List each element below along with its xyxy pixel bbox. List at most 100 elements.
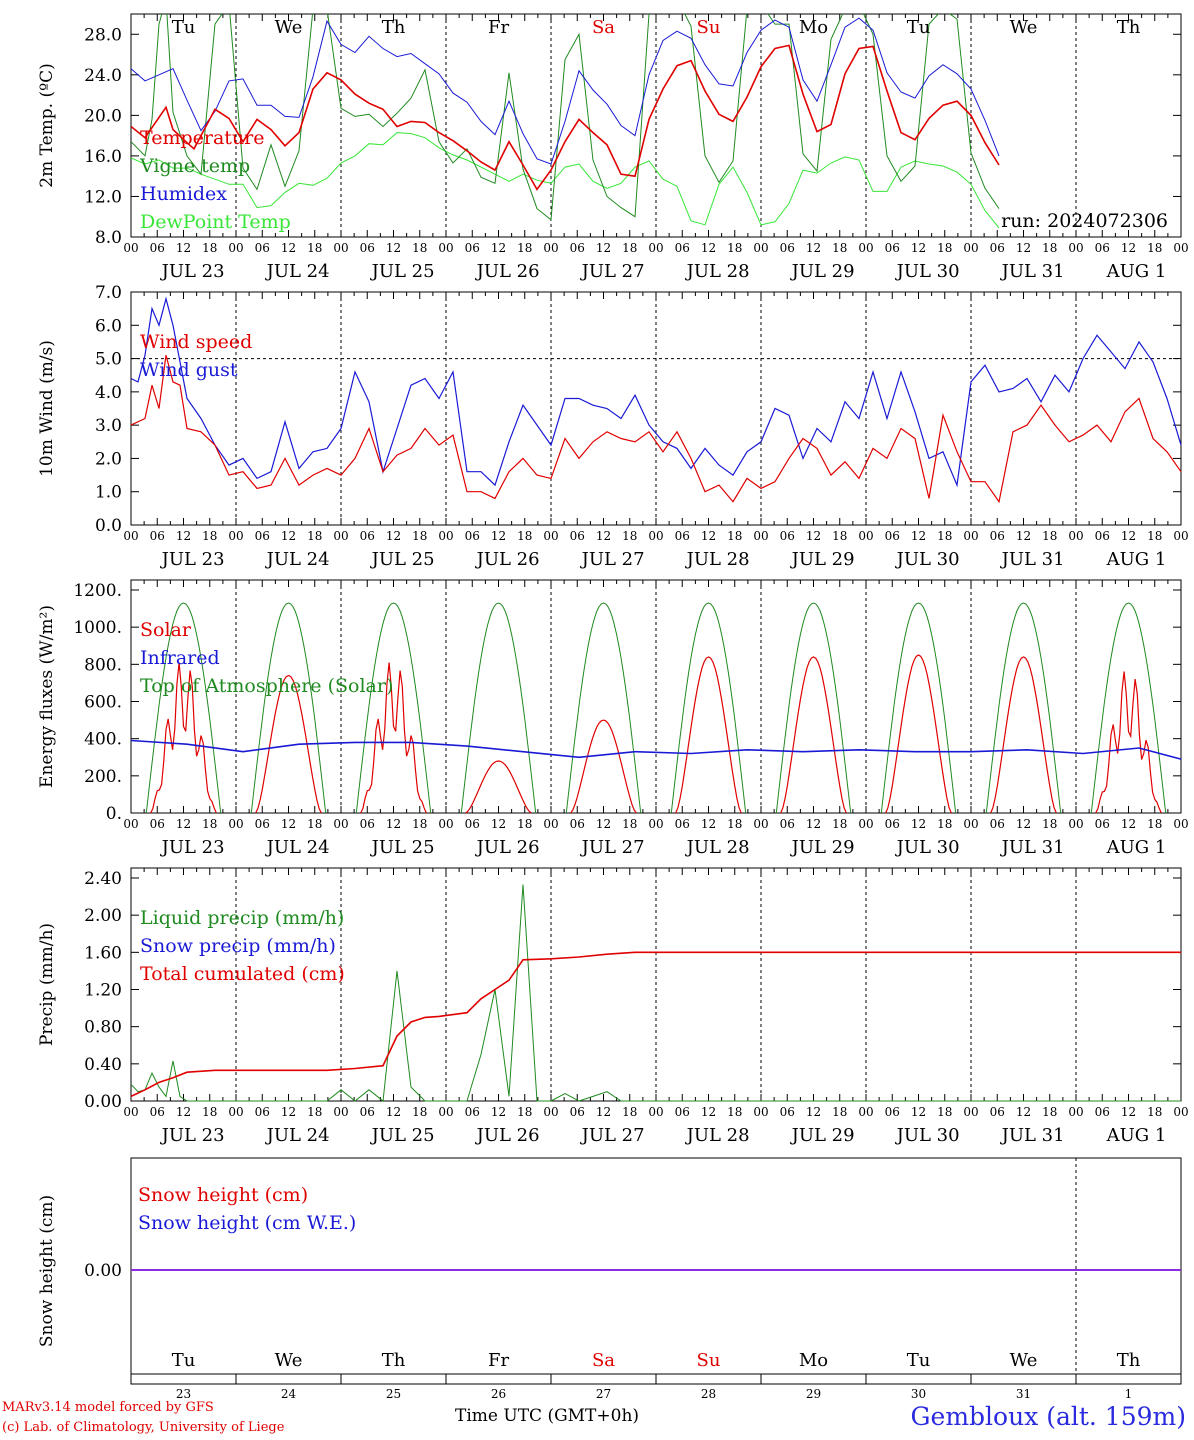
- day-number-label: 28: [701, 1387, 716, 1400]
- hour-label: 06: [255, 529, 270, 543]
- date-label: JUL 26: [475, 549, 540, 570]
- hour-label: 00: [438, 1105, 453, 1119]
- legend-total-cumulated: Total cumulated (cm): [140, 963, 345, 985]
- date-label: JUL 23: [160, 1125, 225, 1146]
- y-tick-label: 400.: [84, 730, 122, 750]
- date-label: JUL 25: [370, 261, 435, 282]
- toa-solar-curve: [460, 602, 537, 814]
- hour-label: 18: [1042, 241, 1057, 255]
- y-tick-label: 1200.: [73, 581, 122, 601]
- legend-snow-height: Snow height (cm): [138, 1184, 308, 1206]
- hour-label: 12: [1121, 1105, 1136, 1119]
- hour-label: 18: [727, 529, 742, 543]
- y-tick-label: 28.0: [84, 25, 122, 45]
- weekday-label: Fr: [488, 17, 509, 38]
- hour-label: 06: [465, 817, 480, 831]
- hour-label: 06: [675, 1105, 690, 1119]
- hour-label: 00: [1173, 241, 1188, 255]
- hour-label: 06: [885, 241, 900, 255]
- hour-label: 00: [123, 1105, 138, 1119]
- hour-label: 00: [228, 817, 243, 831]
- hour-label: 06: [780, 817, 795, 831]
- legend-liquid-precip: Liquid precip (mm/h): [140, 907, 344, 929]
- hour-label: 18: [937, 529, 952, 543]
- hour-label: 00: [648, 529, 663, 543]
- hour-label: 18: [202, 1105, 217, 1119]
- weekday-label: We: [1010, 1350, 1038, 1371]
- toa-solar-curve: [775, 602, 852, 814]
- date-label: JUL 24: [265, 261, 330, 282]
- day-number-label: 24: [281, 1387, 297, 1400]
- hour-label: 00: [123, 817, 138, 831]
- temp-series-line: [131, 14, 1000, 221]
- date-label: JUL 28: [685, 837, 750, 858]
- hour-label: 06: [570, 241, 585, 255]
- y-axis-label: 10m Wind (m/s): [37, 340, 57, 477]
- weekday-label: We: [1010, 17, 1038, 38]
- day-number-label: 27: [596, 1387, 611, 1400]
- hour-label: 12: [386, 1105, 401, 1119]
- y-tick-label: 2.00: [84, 906, 122, 926]
- day-number-label: 31: [1016, 1387, 1031, 1400]
- date-label: JUL 25: [370, 837, 435, 858]
- hour-label: 12: [176, 529, 191, 543]
- hour-label: 00: [648, 817, 663, 831]
- hour-label: 18: [1147, 529, 1162, 543]
- hour-label: 00: [648, 1105, 663, 1119]
- hour-label: 18: [622, 529, 637, 543]
- hour-label: 00: [858, 817, 873, 831]
- hour-label: 06: [1095, 241, 1110, 255]
- hour-label: 06: [990, 1105, 1005, 1119]
- y-axis-label: Energy fluxes (W/m²): [37, 605, 57, 788]
- hour-label: 18: [622, 817, 637, 831]
- hour-label: 06: [150, 241, 165, 255]
- date-label: JUL 30: [895, 549, 960, 570]
- weekday-label: Su: [697, 1350, 721, 1371]
- hour-label: 12: [701, 1105, 716, 1119]
- hour-label: 18: [1147, 1105, 1162, 1119]
- day-number-label: 25: [386, 1387, 401, 1400]
- date-label: JUL 30: [895, 261, 960, 282]
- solar-curve: [570, 719, 637, 814]
- day-number-label: 26: [491, 1387, 506, 1400]
- hour-label: 18: [937, 817, 952, 831]
- date-label: JUL 29: [790, 1125, 855, 1146]
- run-label: run: 2024072306: [1001, 210, 1168, 232]
- y-tick-label: 2.40: [84, 869, 122, 889]
- hour-label: 06: [570, 817, 585, 831]
- hour-label: 18: [1147, 817, 1162, 831]
- solar-curve: [990, 656, 1057, 814]
- hour-label: 06: [780, 1105, 795, 1119]
- hour-label: 06: [150, 817, 165, 831]
- solar-curve: [255, 674, 322, 814]
- legend-infrared: Infrared: [140, 647, 220, 669]
- toa-solar-curve: [250, 602, 327, 814]
- legend-lightgreen: DewPoint Temp: [140, 211, 291, 233]
- date-label: AUG 1: [1106, 1125, 1167, 1146]
- hour-label: 00: [438, 241, 453, 255]
- time-axis-label: Time UTC (GMT+0h): [455, 1406, 640, 1426]
- hour-label: 12: [1121, 817, 1136, 831]
- hour-label: 06: [990, 241, 1005, 255]
- date-label: JUL 31: [1000, 549, 1065, 570]
- hour-label: 12: [491, 817, 506, 831]
- date-label: JUL 29: [790, 837, 855, 858]
- hour-label: 18: [832, 817, 847, 831]
- y-tick-label: 0.: [106, 804, 122, 824]
- hour-label: 18: [937, 1105, 952, 1119]
- hour-label: 06: [570, 529, 585, 543]
- hour-label: 06: [675, 241, 690, 255]
- hour-label: 00: [1068, 241, 1083, 255]
- toa-solar-curve: [880, 602, 957, 814]
- date-label: JUL 31: [1000, 1125, 1065, 1146]
- weekday-label: Th: [382, 1350, 406, 1371]
- hour-label: 12: [1121, 241, 1136, 255]
- hour-label: 00: [333, 241, 348, 255]
- hour-label: 00: [543, 529, 558, 543]
- y-tick-label: 0.0: [95, 516, 122, 536]
- y-tick-label: 8.0: [95, 228, 122, 248]
- date-label: JUL 27: [580, 837, 645, 858]
- date-label: JUL 26: [475, 1125, 540, 1146]
- day-number-label: 30: [911, 1387, 926, 1400]
- hour-label: 12: [806, 529, 821, 543]
